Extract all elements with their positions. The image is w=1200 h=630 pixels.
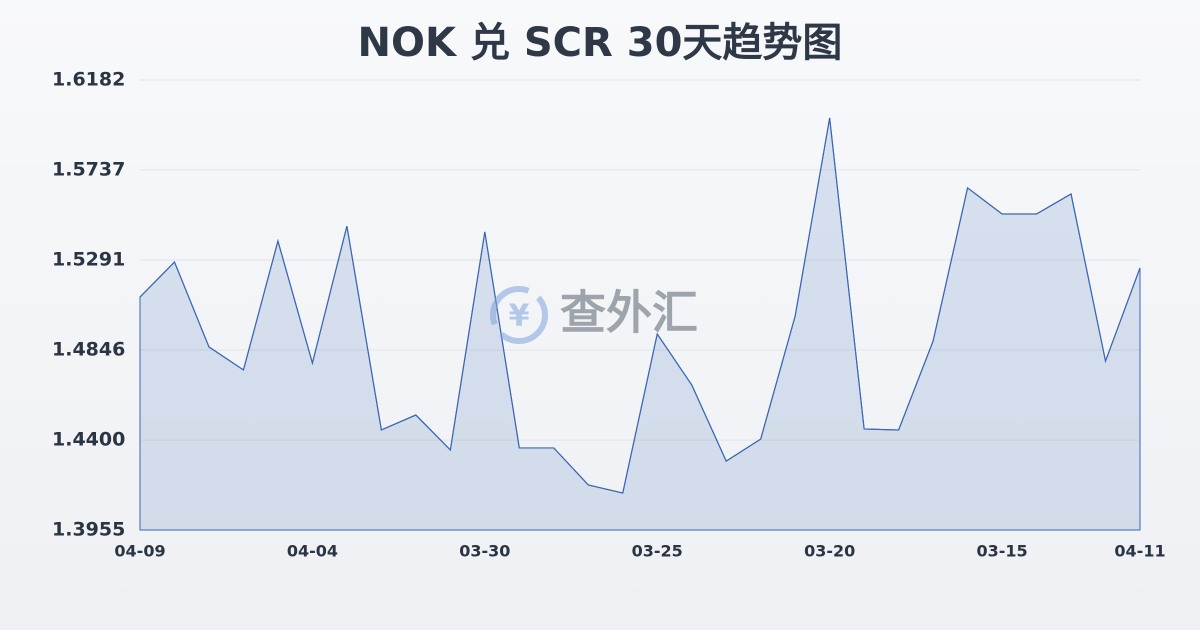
- y-tick-label: 1.3955: [52, 519, 125, 541]
- y-tick-label: 1.6182: [52, 69, 125, 91]
- plot: 1.3955 1.4400 1.4846 1.5291 1.5737 1.6182 04-0…: [52, 69, 1166, 561]
- watermark-icon-symbol: ¥: [509, 299, 530, 334]
- watermark-icon: [490, 286, 548, 344]
- x-tick-label: 04-11: [1114, 542, 1165, 561]
- y-tick-label: 1.5291: [52, 249, 125, 271]
- x-tick-label: 04-09: [114, 542, 165, 561]
- line: [139, 117, 1141, 494]
- y-tick-label: 1.4846: [52, 338, 125, 360]
- x-tick-label: 04-04: [287, 542, 338, 561]
- y-tick-label: 1.4400: [52, 429, 125, 451]
- x-tick-label: 03-20: [804, 542, 855, 561]
- watermark-text: 查外汇: [560, 286, 698, 340]
- chart-title: NOK 兑 SCR 30天趋势图: [358, 20, 843, 66]
- x-tick-label: 03-25: [632, 542, 683, 561]
- x-tick-label: 03-15: [976, 542, 1027, 561]
- watermark: ¥ 查外汇: [490, 286, 698, 344]
- x-tick-label: 03-30: [459, 542, 510, 561]
- y-tick-label: 1.5737: [52, 158, 125, 180]
